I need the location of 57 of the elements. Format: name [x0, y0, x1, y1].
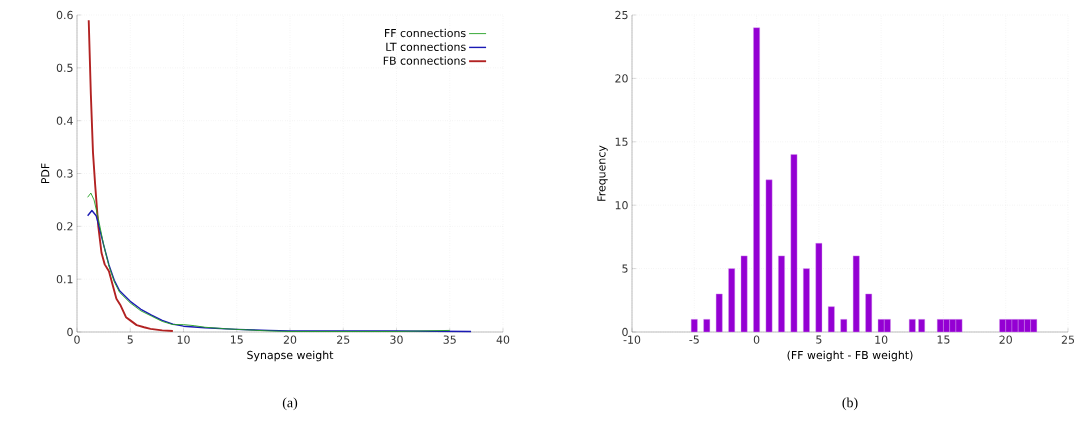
y-tick-label: 0.3 [56, 169, 73, 178]
x-tick-label: 35 [443, 335, 456, 344]
bar [828, 306, 835, 333]
bar [908, 319, 916, 333]
bar [852, 255, 860, 333]
x-tick-label: 25 [337, 335, 350, 344]
y-tick-label: 25 [615, 10, 628, 20]
y-tick-label: 0 [622, 327, 628, 337]
bar [815, 243, 823, 333]
y-tick-label: 10 [615, 201, 628, 210]
x-tick-label: 15 [230, 335, 243, 344]
legend-label: LT connections [386, 42, 466, 51]
y-axis-title: PDF [41, 163, 50, 184]
x-tick-label: 15 [937, 335, 950, 344]
bar [690, 319, 698, 333]
bar [740, 255, 748, 333]
x-tick-label: -10 [623, 335, 641, 344]
y-tick-label: 0.1 [56, 275, 73, 284]
line-series [87, 19, 174, 332]
x-tick-label: 0 [753, 335, 760, 344]
text: (a) [282, 397, 298, 411]
bar [918, 319, 925, 333]
y-tick-label: 0.6 [56, 10, 73, 20]
y-tick-label: 0.2 [56, 222, 73, 231]
x-tick-label: 5 [127, 335, 133, 344]
bar [703, 319, 711, 333]
x-axis-title: (FF weight - FB weight) [787, 350, 913, 362]
bar [840, 319, 848, 333]
x-tick-label: 20 [283, 335, 297, 344]
bar [753, 27, 760, 333]
x-axis-title: Synapse weight [247, 350, 334, 362]
x-tick-label: 30 [390, 335, 403, 344]
x-tick-label: 25 [1061, 335, 1075, 344]
y-tick-label: 20 [615, 74, 628, 83]
bar [765, 179, 773, 333]
bar [790, 154, 798, 333]
legend-label: FB connections [383, 56, 466, 65]
y-tick-label: 15 [615, 137, 628, 146]
y-tick-label: 0.5 [56, 63, 73, 72]
bar [803, 268, 810, 333]
y-axis-title: Frequency [597, 145, 608, 201]
x-tick-label: 10 [875, 335, 888, 344]
x-tick-label: 5 [816, 335, 822, 344]
x-tick-label: 0 [74, 335, 80, 344]
text: (b) [842, 397, 858, 411]
bar [715, 293, 723, 333]
x-tick-label: 10 [177, 335, 190, 344]
x-tick-label: 40 [496, 335, 510, 344]
y-tick-label: 5 [622, 264, 628, 273]
x-tick-label: -5 [689, 335, 699, 344]
y-tick-label: 0.4 [56, 116, 73, 125]
legend-label: FF connections [385, 28, 466, 38]
bar [865, 293, 873, 333]
x-tick-label: 20 [999, 335, 1012, 344]
y-tick-label: 0 [67, 327, 73, 337]
bar [728, 268, 735, 333]
bar [778, 255, 785, 333]
